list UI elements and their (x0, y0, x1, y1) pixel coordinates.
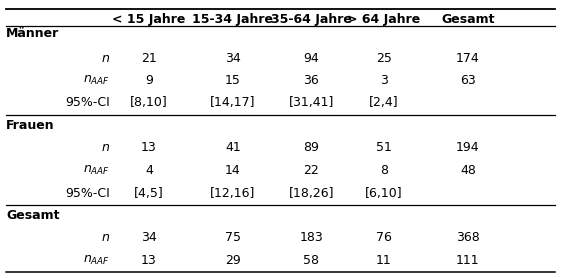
Text: 75: 75 (225, 232, 241, 244)
Text: Gesamt: Gesamt (6, 209, 60, 222)
Text: $n_{AAF}$: $n_{AAF}$ (83, 74, 110, 87)
Text: < 15 Jahre: < 15 Jahre (112, 13, 186, 26)
Text: [12,16]: [12,16] (210, 187, 256, 200)
Text: 368: 368 (456, 232, 480, 244)
Text: 3: 3 (380, 74, 388, 87)
Text: 14: 14 (225, 164, 241, 177)
Text: 51: 51 (376, 142, 392, 155)
Text: 15: 15 (225, 74, 241, 87)
Text: 21: 21 (141, 52, 157, 65)
Text: 48: 48 (460, 164, 476, 177)
Text: Gesamt: Gesamt (441, 13, 495, 26)
Text: [8,10]: [8,10] (130, 96, 168, 109)
Text: 89: 89 (304, 142, 319, 155)
Text: 4: 4 (145, 164, 153, 177)
Text: 63: 63 (460, 74, 476, 87)
Text: 95%-CI: 95%-CI (65, 96, 110, 109)
Text: 58: 58 (304, 254, 319, 267)
Text: 29: 29 (225, 254, 241, 267)
Text: $n_{AAF}$: $n_{AAF}$ (83, 164, 110, 177)
Text: 11: 11 (376, 254, 392, 267)
Text: [18,26]: [18,26] (288, 187, 334, 200)
Text: [6,10]: [6,10] (365, 187, 403, 200)
Text: 35-64 Jahre: 35-64 Jahre (271, 13, 352, 26)
Text: 36: 36 (304, 74, 319, 87)
Text: $n$: $n$ (101, 232, 110, 244)
Text: 194: 194 (456, 142, 480, 155)
Text: [14,17]: [14,17] (210, 96, 256, 109)
Text: 34: 34 (141, 232, 157, 244)
Text: 13: 13 (141, 254, 157, 267)
Text: 41: 41 (225, 142, 241, 155)
Text: 15-34 Jahre: 15-34 Jahre (192, 13, 273, 26)
Text: $n_{AAF}$: $n_{AAF}$ (83, 254, 110, 267)
Text: 111: 111 (456, 254, 480, 267)
Text: 25: 25 (376, 52, 392, 65)
Text: 13: 13 (141, 142, 157, 155)
Text: Frauen: Frauen (6, 119, 55, 132)
Text: 174: 174 (456, 52, 480, 65)
Text: 94: 94 (304, 52, 319, 65)
Text: $n$: $n$ (101, 142, 110, 155)
Text: 9: 9 (145, 74, 153, 87)
Text: 183: 183 (300, 232, 323, 244)
Text: > 64 Jahre: > 64 Jahre (347, 13, 421, 26)
Text: 76: 76 (376, 232, 392, 244)
Text: [4,5]: [4,5] (134, 187, 164, 200)
Text: $n$: $n$ (101, 52, 110, 65)
Text: 8: 8 (380, 164, 388, 177)
Text: 95%-CI: 95%-CI (65, 187, 110, 200)
Text: [2,4]: [2,4] (369, 96, 399, 109)
Text: [31,41]: [31,41] (288, 96, 334, 109)
Text: 34: 34 (225, 52, 241, 65)
Text: 22: 22 (304, 164, 319, 177)
Text: Männer: Männer (6, 27, 59, 40)
